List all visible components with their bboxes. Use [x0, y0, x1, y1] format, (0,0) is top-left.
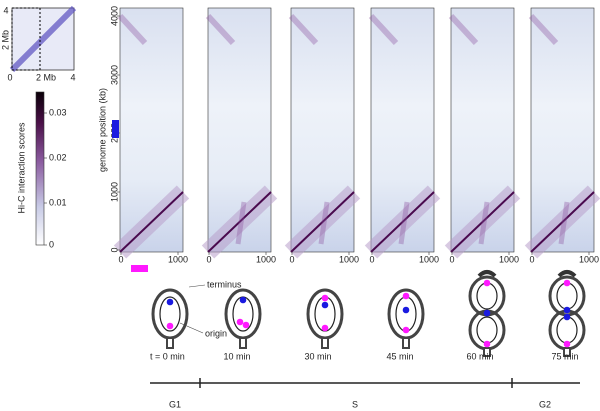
chromosome — [159, 296, 181, 332]
x-tick-label: 0 — [449, 254, 454, 264]
colorbar-tick-label: 0.02 — [49, 152, 67, 162]
origin-label: origin — [205, 328, 227, 338]
locus — [402, 306, 410, 314]
heatmap-antidiag — [288, 13, 319, 46]
locus — [402, 326, 410, 334]
heatmap-diagonal — [450, 191, 515, 253]
stalk — [563, 347, 571, 357]
heatmap-antidiag — [368, 13, 399, 46]
y-tick-label: 0 — [109, 247, 119, 252]
time-label: 60 min — [466, 351, 493, 361]
stalk — [483, 347, 491, 357]
stalk — [402, 337, 410, 349]
terminus-label: terminus — [207, 279, 242, 289]
phase-label: S — [352, 399, 358, 409]
heatmap-antidiag — [448, 13, 479, 46]
inset-tick: 0 — [7, 72, 12, 82]
terminus-bar — [112, 120, 119, 138]
locus — [236, 318, 244, 326]
y-axis-label: genome position (kb) — [97, 88, 107, 172]
phase-label: G2 — [539, 399, 551, 409]
x-tick-label: 0 — [369, 254, 374, 264]
heatmap-diagonal — [207, 191, 272, 253]
locus — [166, 298, 174, 306]
inset-diagonal — [9, 5, 77, 73]
colorbar-tick-label: 0.01 — [49, 197, 67, 207]
x-tick-label: 0 — [289, 254, 294, 264]
colorbar — [35, 91, 45, 246]
colorbar-tick-label: 0 — [49, 239, 54, 249]
y-tick-label: 3000 — [109, 65, 119, 85]
locus — [483, 279, 491, 287]
y-tick-label: 1000 — [109, 182, 119, 202]
locus — [563, 313, 571, 321]
heatmap-diagonal — [290, 191, 355, 253]
x-tick-label: 1000 — [168, 254, 188, 264]
x-tick-label: 1000 — [256, 254, 276, 264]
time-label: 75 min — [551, 351, 578, 361]
x-tick-label: 1000 — [579, 254, 599, 264]
heatmap-stripe — [478, 201, 490, 245]
x-tick-label: 1000 — [499, 254, 519, 264]
locus — [563, 340, 571, 348]
inset-tick: 2 Mb — [0, 30, 10, 50]
x-tick-label: 0 — [206, 254, 211, 264]
pointer — [179, 322, 204, 334]
locus — [563, 279, 571, 287]
locus — [239, 296, 247, 304]
locus — [242, 321, 250, 329]
heatmap-stripe — [558, 201, 570, 245]
locus — [321, 301, 329, 309]
heatmap-stripe — [398, 201, 410, 245]
heatmap-antidiag — [205, 13, 236, 46]
chromosome — [476, 282, 498, 310]
locus — [483, 309, 491, 317]
chromosome — [556, 316, 578, 344]
x-tick-label: 1000 — [419, 254, 439, 264]
stalk — [166, 337, 174, 349]
heatmap-diagonal — [119, 191, 184, 253]
inset-tick: 4 — [3, 5, 8, 15]
heatmap-antidiag — [117, 13, 148, 46]
stalk-top — [477, 270, 497, 278]
colorbar-tick-label: 0.03 — [49, 107, 67, 117]
time-label: 45 min — [386, 351, 413, 361]
heatmap-stripe — [318, 201, 330, 245]
origin-bar — [131, 265, 148, 272]
locus — [321, 294, 329, 302]
locus — [563, 306, 571, 314]
locus — [321, 324, 329, 332]
inset-tick: 2 Mb — [36, 72, 56, 82]
heatmap-antidiag — [528, 13, 559, 46]
x-tick-label: 0 — [529, 254, 534, 264]
stalk-top — [557, 270, 577, 278]
chromosome — [395, 296, 417, 332]
heatmap-diagonal — [370, 191, 435, 253]
time-label: 10 min — [223, 351, 250, 361]
stalk — [321, 337, 329, 349]
colorbar-label: Hi-C interaction scores — [16, 122, 26, 214]
pointer — [188, 284, 206, 288]
chromosome — [476, 316, 498, 344]
locus — [166, 322, 174, 330]
time-label: 30 min — [304, 351, 331, 361]
stalk — [239, 337, 247, 349]
y-tick-label: 4000 — [109, 6, 119, 26]
heatmap-diagonal — [530, 191, 595, 253]
inset-dashed-box — [11, 7, 41, 71]
locus — [402, 292, 410, 300]
heatmap-stripe — [235, 201, 247, 245]
x-tick-label: 1000 — [339, 254, 359, 264]
inset-tick: 4 — [70, 72, 75, 82]
phase-label: G1 — [169, 399, 181, 409]
locus — [483, 340, 491, 348]
time-label: t = 0 min — [150, 351, 185, 361]
x-tick-label: 0 — [118, 254, 123, 264]
chromosome — [556, 282, 578, 310]
